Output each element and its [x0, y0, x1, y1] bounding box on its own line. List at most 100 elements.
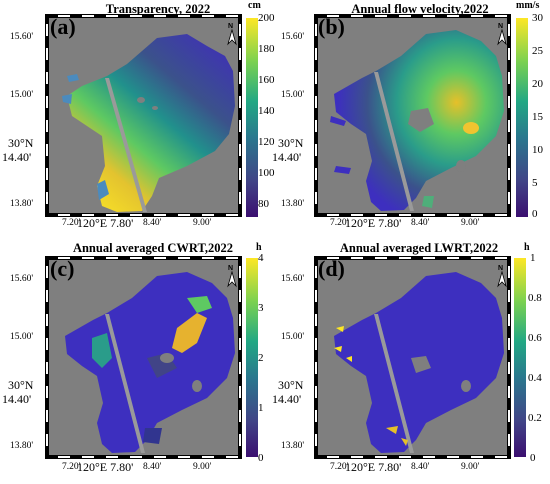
panel-b-lat-tick-3: 30°N	[278, 136, 304, 150]
panel-c-letter: (c)	[50, 256, 75, 281]
panel-d-map	[316, 258, 509, 457]
panel-c-lon-tick-3: 8.40'	[143, 462, 162, 472]
panel-a-lat-tick-2: 15.00'	[10, 90, 34, 100]
panel-d-lon-tick-1: 7.20'	[330, 462, 349, 472]
panel-d-lake-shape	[334, 272, 504, 453]
panel-c-title: Annual averaged CWRT,2022	[72, 241, 234, 255]
panel-a-cb-tick-6: 100	[258, 167, 275, 179]
panel-d-frame-bottom	[314, 455, 511, 459]
panel-d-lon-tick-2: 120°E 7.80'	[345, 460, 402, 474]
panel-d-frame-left	[314, 256, 318, 459]
north-arrow-icon: N	[224, 23, 240, 46]
panel-b-title: Annual flow velocity,2022	[351, 2, 489, 16]
panel-b-cb-tick-1: 30	[532, 12, 543, 24]
panel-d-cb-tick-5: 0.2	[528, 412, 542, 424]
panel-b-lon-tick-3: 8.40'	[411, 218, 430, 228]
panel-d-cb-tick-3: 0.6	[528, 332, 542, 344]
panel-d-cb-tick-6: 0	[530, 452, 536, 464]
panel-d-title: Annual averaged LWRT,2022	[339, 241, 499, 255]
panel-b-lon-tick-4: 9.00'	[461, 218, 480, 228]
north-arrow-icon: N	[494, 23, 510, 46]
panel-d-cb-tick-2: 0.8	[528, 292, 542, 304]
panel-c-frame-bottom	[45, 455, 242, 459]
panel-b-unit: mm/s	[516, 0, 540, 11]
panel-c-map	[47, 258, 240, 457]
panel-d-lat-tick-1: 15.60'	[281, 274, 305, 284]
panel-c-lake-shape	[65, 272, 235, 453]
panel-a-lat-tick-3: 30°N	[8, 136, 34, 150]
panel-d-frame-right	[507, 256, 511, 459]
panel-c-unit: h	[256, 242, 262, 253]
panel-c-lat-tick-2: 15.00'	[10, 332, 34, 342]
panel-d-letter: (d)	[318, 256, 345, 281]
panel-a-frame-bottom	[45, 213, 242, 217]
panel-b-map	[316, 16, 509, 215]
panel-b-cb-tick-5: 10	[532, 144, 543, 156]
panel-b-frame-right	[507, 14, 511, 217]
panel-c-cb-tick-4: 1	[258, 402, 264, 414]
panel-c-cb-tick-5: 0	[258, 452, 264, 464]
panel-a-letter: (a)	[50, 14, 76, 39]
panel-b-lon-tick-2: 120°E 7.80'	[345, 216, 402, 230]
panel-a-frame-right	[238, 14, 242, 217]
panel-b-colorbar	[516, 18, 528, 217]
panel-a-lon-tick-1: 7.20'	[62, 218, 81, 228]
north-arrow-icon: N	[494, 265, 510, 288]
panel-a-colorbar	[246, 18, 258, 217]
panel-a-lat-tick-4: 14.40'	[2, 150, 32, 164]
panel-a-lon-tick-3: 8.40'	[143, 218, 162, 228]
panel-c-lat-tick-5: 13.80'	[10, 441, 34, 451]
panel-c-frame-top	[45, 256, 242, 260]
panel-b-letter: (b)	[318, 14, 345, 39]
panel-a-lake-shape	[62, 34, 235, 212]
panel-c-lon-tick-4: 9.00'	[193, 462, 212, 472]
panel-b-frame-bottom	[314, 213, 511, 217]
panel-b-cb-tick-2: 25	[532, 45, 543, 57]
panel-a-cb-tick-5: 120	[258, 136, 275, 148]
panel-d-lon-tick-3: 8.40'	[411, 462, 430, 472]
panel-b-lake-shape	[330, 30, 504, 211]
panel-c-lat-tick-1: 15.60'	[10, 274, 34, 284]
panel-c-lon-tick-1: 7.20'	[62, 462, 81, 472]
panel-a-cb-tick-4: 140	[258, 105, 275, 117]
panel-d-lat-tick-3: 30°N	[278, 378, 304, 392]
panel-b-cb-tick-7: 0	[532, 208, 538, 220]
panel-b-lat-tick-2: 15.00'	[281, 90, 305, 100]
panel-a-lat-tick-5: 13.80'	[10, 199, 34, 209]
panel-a-cb-tick-1: 200	[258, 12, 275, 24]
panel-c-lat-tick-4: 14.40'	[2, 392, 32, 406]
panel-a-cb-tick-3: 160	[258, 74, 275, 86]
panel-b-lat-tick-5: 13.80'	[281, 199, 305, 209]
panel-a-cb-tick-2: 180	[258, 43, 275, 55]
panel-c-colorbar	[246, 258, 258, 457]
panel-a-frame-left	[45, 14, 49, 217]
panel-b-cb-tick-3: 20	[532, 78, 543, 90]
panel-b-cb-tick-6: 5	[532, 177, 538, 189]
panel-b-cb-tick-4: 15	[532, 111, 543, 123]
panel-a-lon-tick-4: 9.00'	[193, 218, 212, 228]
panel-a-map	[47, 16, 240, 215]
panel-c-cb-tick-2: 3	[258, 302, 264, 314]
panel-c-cb-tick-3: 2	[258, 352, 264, 364]
panel-d-cb-tick-1: 1	[530, 252, 536, 264]
panel-a-cb-tick-7: 80	[258, 198, 269, 210]
panel-a-lat-tick-1: 15.60'	[10, 32, 34, 42]
panel-d-cb-tick-4: 0.4	[528, 372, 542, 384]
panel-d-colorbar	[514, 258, 526, 457]
panel-c-frame-right	[238, 256, 242, 459]
panel-c-cb-tick-1: 4	[258, 252, 264, 264]
panel-d-unit: h	[524, 242, 530, 253]
panel-d-lat-tick-4: 14.40'	[272, 392, 302, 406]
panel-b-lon-tick-1: 7.20'	[330, 218, 349, 228]
north-arrow-icon: N	[224, 265, 240, 288]
panel-d-lon-tick-4: 9.00'	[461, 462, 480, 472]
panel-c-lat-tick-3: 30°N	[8, 378, 34, 392]
panel-c-frame-left	[45, 256, 49, 459]
panel-c-lon-tick-2: 120°E 7.80'	[77, 460, 134, 474]
panel-d-lat-tick-2: 15.00'	[281, 332, 305, 342]
panel-a-unit: cm	[248, 0, 261, 11]
panel-a-title: Transparency, 2022	[105, 2, 211, 16]
panel-b-lat-tick-1: 15.60'	[281, 32, 305, 42]
panel-b-frame-left	[314, 14, 318, 217]
panel-a-lon-tick-2: 120°E 7.80'	[77, 216, 134, 230]
